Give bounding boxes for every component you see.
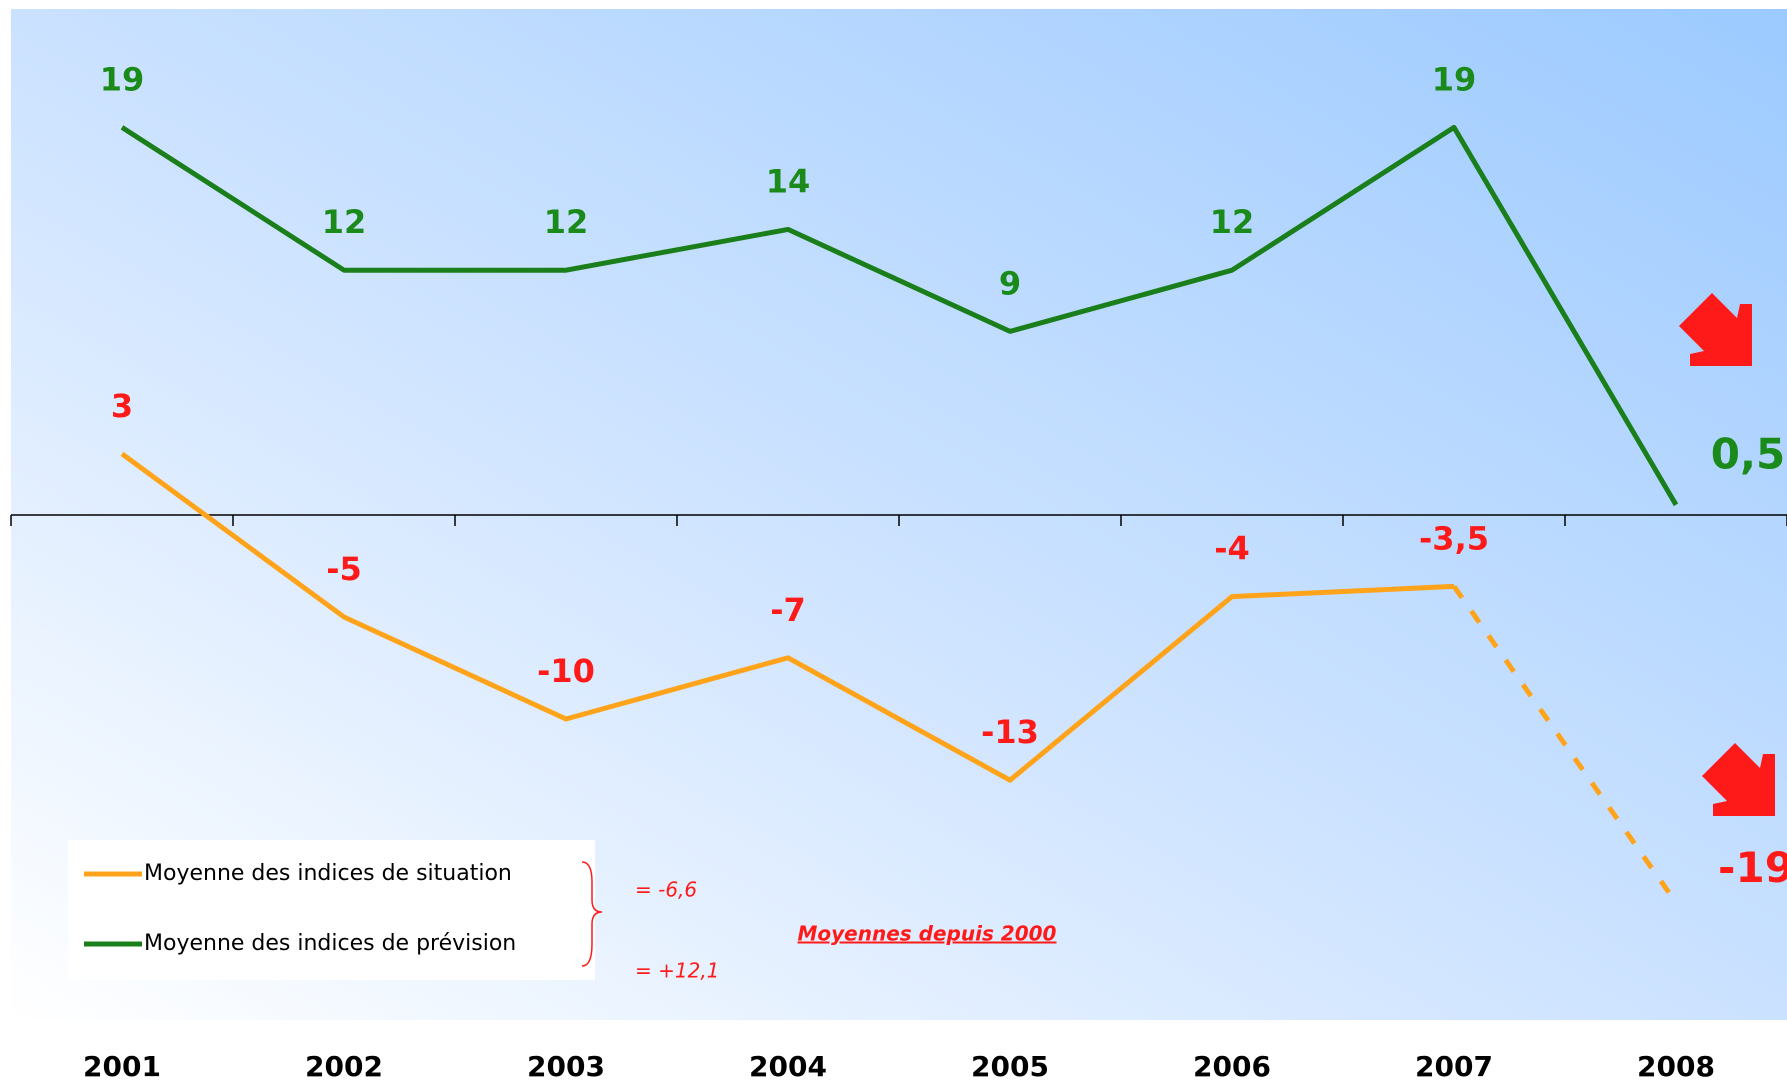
data-label: 12 [544, 203, 589, 241]
data-label: 0,5 [1711, 429, 1785, 478]
x-tick-label: 2006 [1193, 1050, 1271, 1083]
x-tick-label: 2004 [749, 1050, 827, 1083]
down-arrow [1702, 743, 1775, 816]
data-label: -4 [1214, 530, 1250, 568]
brace [581, 861, 603, 967]
data-label: -7 [770, 591, 806, 629]
x-tick-label: 2001 [83, 1050, 161, 1083]
data-label: 12 [1210, 203, 1255, 241]
data-label: -3,5 [1419, 519, 1489, 557]
data-label: -10 [537, 652, 595, 690]
x-tick-label: 2003 [527, 1050, 605, 1083]
x-tick-label: 2002 [305, 1050, 383, 1083]
legend-label: Moyenne des indices de situation [144, 861, 512, 886]
line [120, 451, 1455, 783]
annotation: Moyennes depuis 2000 [798, 922, 1057, 946]
data-label: 12 [322, 203, 367, 241]
legend-box [68, 840, 595, 980]
data-label: 19 [1432, 60, 1477, 98]
line [120, 124, 1679, 507]
x-tick-label: 2007 [1415, 1050, 1493, 1083]
data-label: -19 [1718, 843, 1787, 892]
data-label: -13 [981, 713, 1039, 751]
data-label: 9 [999, 264, 1021, 302]
annotation: = -6,6 [635, 878, 697, 902]
legend-label: Moyenne des indices de prévision [144, 931, 516, 956]
x-tick-label: 2005 [971, 1050, 1049, 1083]
data-label: -5 [326, 550, 362, 588]
down-arrow [1679, 293, 1752, 366]
line-dashed [1451, 584, 1679, 905]
x-tick-label: 2008 [1637, 1050, 1715, 1083]
data-label: 3 [111, 387, 133, 425]
data-label: 19 [100, 60, 145, 98]
data-label: 14 [766, 162, 811, 200]
annotation: = +12,1 [635, 959, 719, 983]
